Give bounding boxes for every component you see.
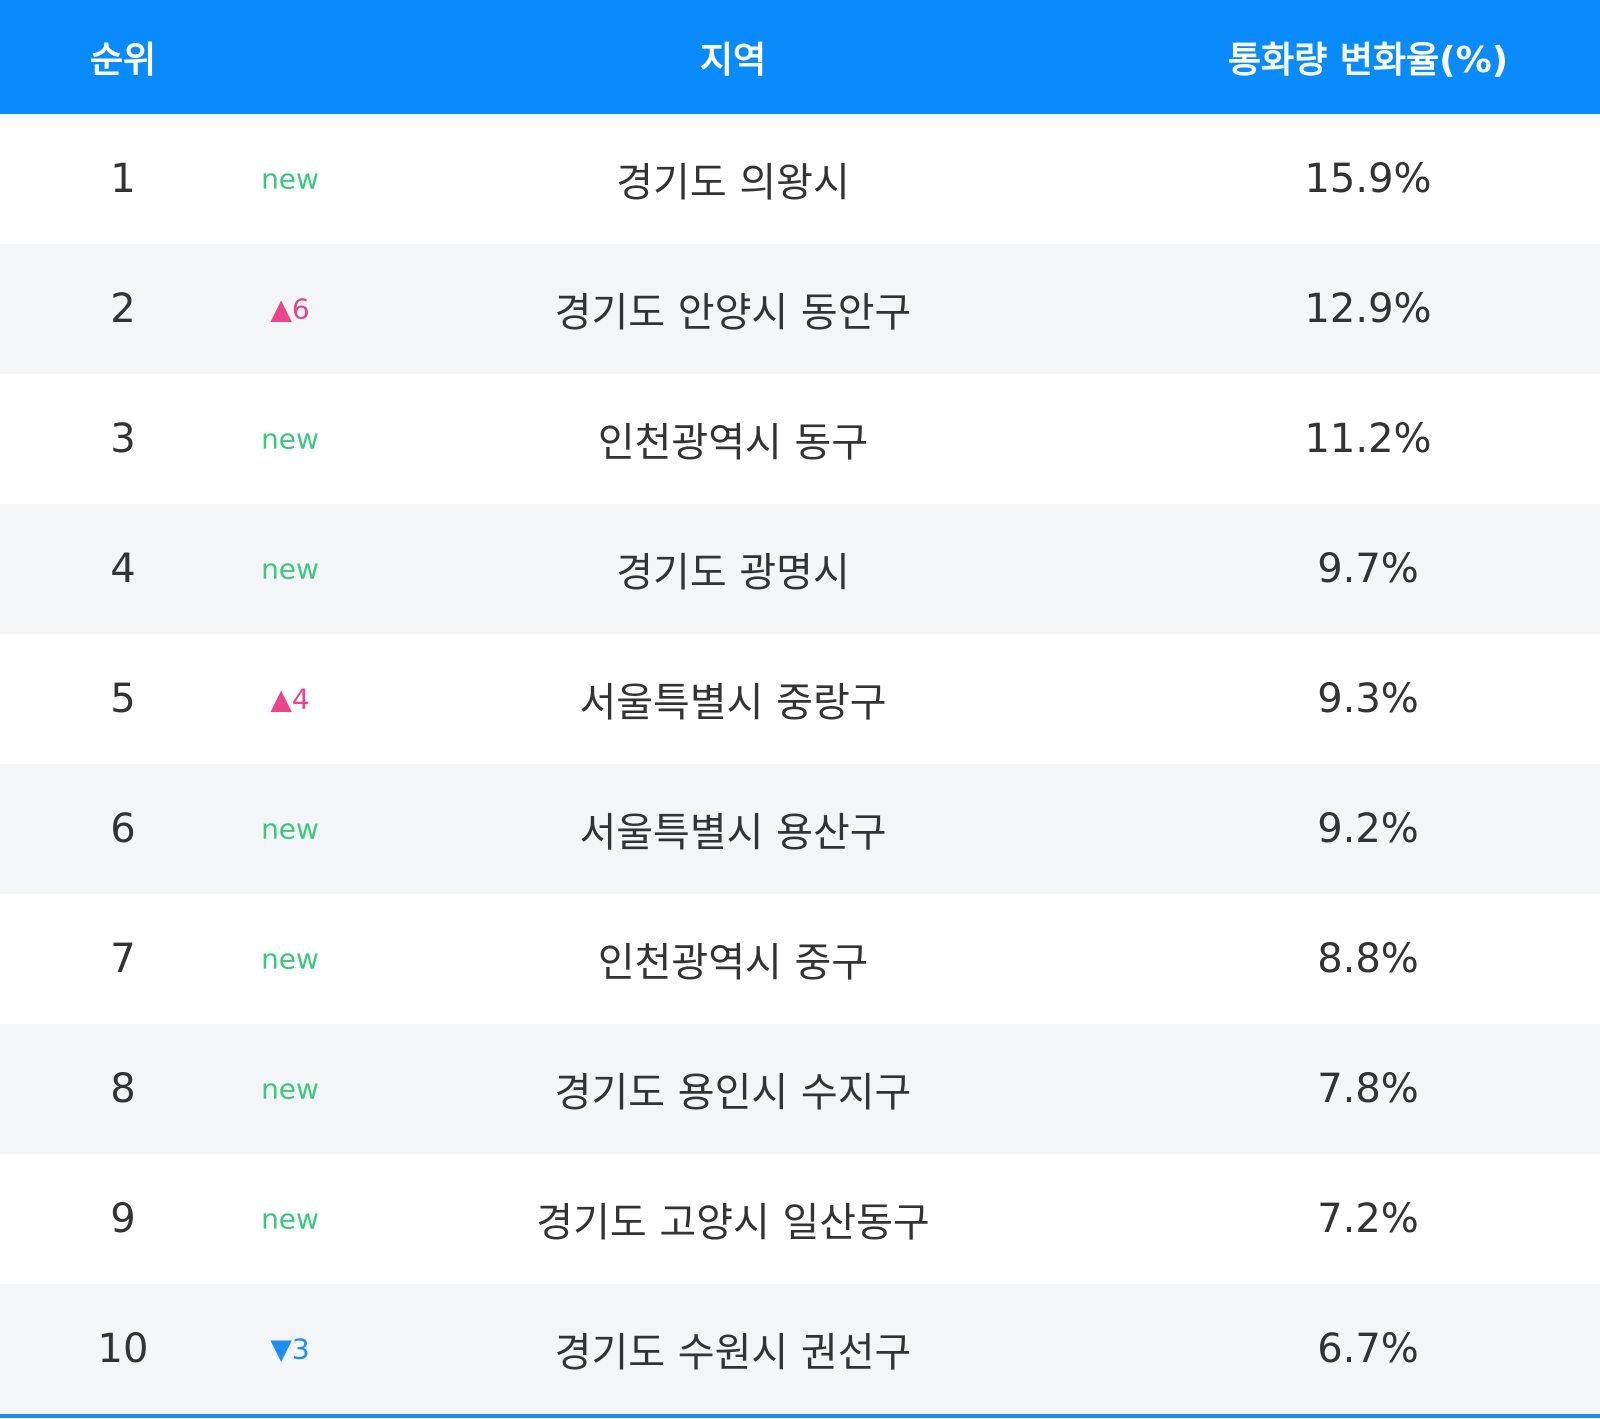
- rank-change: new: [261, 942, 319, 976]
- region: 서울특별시 용산구: [579, 810, 887, 856]
- rank-change: ▲4: [270, 682, 310, 716]
- region: 인천광역시 중구: [597, 940, 869, 986]
- rank: 4: [110, 546, 136, 592]
- table-header: 순위 지역 통화량 변화율(%): [0, 0, 1600, 114]
- rate: 7.2%: [1317, 1196, 1419, 1242]
- rank: 1: [110, 156, 136, 202]
- rate: 8.8%: [1317, 936, 1419, 982]
- table-body: 1 new 경기도 의왕시 15.9% 2 ▲6 경기도 안양시 동안구 12.9% 3 new 인…: [0, 114, 1600, 1414]
- rank-change: new: [261, 812, 319, 846]
- table-row: 6 new 서울특별시 용산구 9.2%: [0, 764, 1600, 894]
- region: 경기도 의왕시: [616, 160, 850, 206]
- rank: 3: [110, 416, 136, 462]
- region: 경기도 수원시 권선구: [554, 1330, 912, 1376]
- rank: 10: [97, 1326, 149, 1372]
- rank-change: new: [261, 552, 319, 586]
- rank: 8: [110, 1066, 136, 1112]
- region: 인천광역시 동구: [597, 420, 869, 466]
- table-row: 3 new 인천광역시 동구 11.2%: [0, 374, 1600, 504]
- rank-change: new: [261, 162, 319, 196]
- table-row: 8 new 경기도 용인시 수지구 7.8%: [0, 1024, 1600, 1154]
- table-row: 5 ▲4 서울특별시 중랑구 9.3%: [0, 634, 1600, 764]
- rank: 2: [110, 286, 136, 332]
- rate: 7.8%: [1317, 1066, 1419, 1112]
- region: 경기도 광명시: [616, 550, 850, 596]
- rate: 9.2%: [1317, 806, 1419, 852]
- rank-change: new: [261, 422, 319, 456]
- rate: 11.2%: [1304, 416, 1432, 462]
- rank-change: ▼3: [270, 1332, 310, 1366]
- rank: 7: [110, 936, 136, 982]
- region: 경기도 용인시 수지구: [554, 1070, 912, 1116]
- region: 서울특별시 중랑구: [579, 680, 887, 726]
- rank-change: ▲6: [270, 292, 310, 326]
- table-row: 7 new 인천광역시 중구 8.8%: [0, 894, 1600, 1024]
- rank: 9: [110, 1196, 136, 1242]
- table-row: 10 ▼3 경기도 수원시 권선구 6.7%: [0, 1284, 1600, 1414]
- table-row: 9 new 경기도 고양시 일산동구 7.2%: [0, 1154, 1600, 1284]
- rate: 12.9%: [1304, 286, 1432, 332]
- table-row: 1 new 경기도 의왕시 15.9%: [0, 114, 1600, 244]
- header-region: 지역: [699, 40, 767, 81]
- rank-change: new: [261, 1072, 319, 1106]
- rate: 6.7%: [1317, 1326, 1419, 1372]
- rate: 9.3%: [1317, 676, 1419, 722]
- table-row: 4 new 경기도 광명시 9.7%: [0, 504, 1600, 634]
- rank: 6: [110, 806, 136, 852]
- rank: 5: [110, 676, 136, 722]
- rate: 9.7%: [1317, 546, 1419, 592]
- region: 경기도 고양시 일산동구: [536, 1200, 930, 1246]
- rank-change: new: [261, 1202, 319, 1236]
- table-row: 2 ▲6 경기도 안양시 동안구 12.9%: [0, 244, 1600, 374]
- rate: 15.9%: [1304, 156, 1432, 202]
- header-rank: 순위: [89, 40, 157, 81]
- region: 경기도 안양시 동안구: [554, 290, 912, 336]
- header-rate: 통화량 변화율(%): [1227, 40, 1509, 81]
